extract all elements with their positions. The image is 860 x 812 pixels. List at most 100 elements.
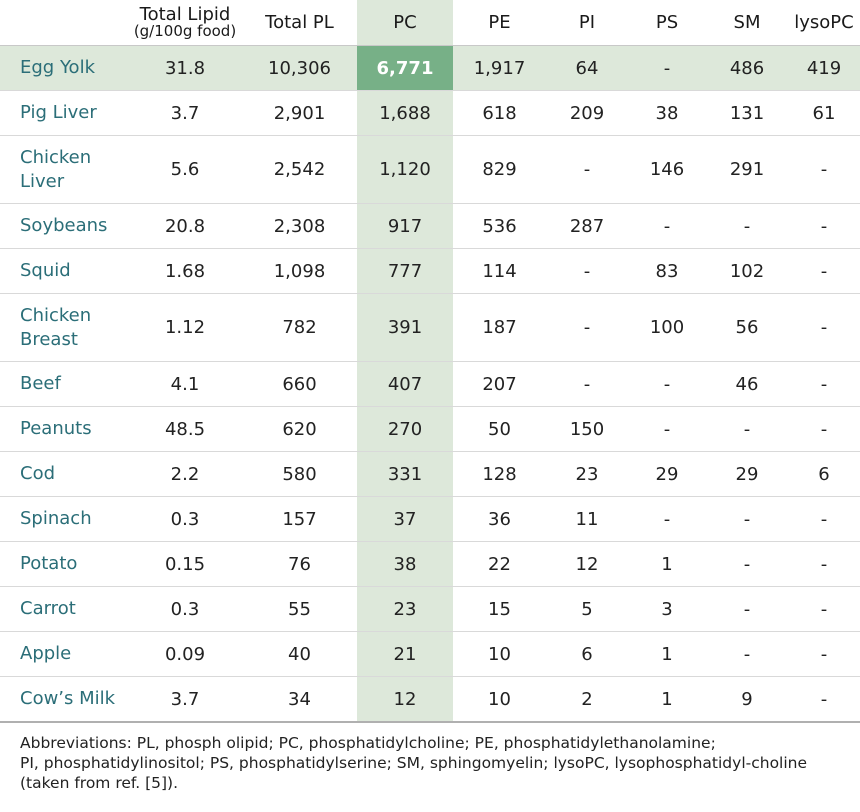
cell-total-lipid: 2.2 <box>128 451 242 497</box>
cell-pe: 829 <box>453 135 546 204</box>
table-row: Beef 4.1 660 407 207 - - 46 - <box>0 361 860 407</box>
food-name: Cod <box>0 451 128 497</box>
cell-total-lipid: 3.7 <box>128 90 242 136</box>
cell-ps: - <box>628 361 706 407</box>
cell-pc: 12 <box>357 676 453 723</box>
cell-total-pl: 1,098 <box>242 248 357 294</box>
cell-sm: 102 <box>706 248 788 294</box>
cell-sm: - <box>706 586 788 632</box>
cell-pe: 207 <box>453 361 546 407</box>
cell-pc: 38 <box>357 541 453 587</box>
food-name: Chicken Liver <box>0 135 128 204</box>
cell-pe: 114 <box>453 248 546 294</box>
cell-ps: 1 <box>628 541 706 587</box>
cell-pe: 36 <box>453 496 546 542</box>
cell-sm: - <box>706 541 788 587</box>
table-row: Chicken Breast 1.12 782 391 187 - 100 56… <box>0 293 860 362</box>
cell-ps: 83 <box>628 248 706 294</box>
cell-pe: 128 <box>453 451 546 497</box>
food-name: Beef <box>0 361 128 407</box>
cell-pe: 22 <box>453 541 546 587</box>
food-name: Pig Liver <box>0 90 128 136</box>
table-row: Peanuts 48.5 620 270 50 150 - - - <box>0 406 860 452</box>
food-name: Cow’s Milk <box>0 676 128 723</box>
food-name: Chicken Breast <box>0 293 128 362</box>
table-row: Squid 1.68 1,098 777 114 - 83 102 - <box>0 248 860 294</box>
cell-lysopc: - <box>788 676 860 723</box>
food-name: Apple <box>0 631 128 677</box>
cell-pi: 2 <box>546 676 628 723</box>
cell-lysopc: - <box>788 541 860 587</box>
cell-pi: - <box>546 293 628 362</box>
cell-pi: 287 <box>546 203 628 249</box>
cell-pc: 407 <box>357 361 453 407</box>
table-row: Soybeans 20.8 2,308 917 536 287 - - - <box>0 203 860 249</box>
cell-ps: 38 <box>628 90 706 136</box>
cell-total-lipid: 0.15 <box>128 541 242 587</box>
cell-sm: 56 <box>706 293 788 362</box>
cell-total-lipid: 48.5 <box>128 406 242 452</box>
cell-ps: 3 <box>628 586 706 632</box>
cell-total-pl: 2,901 <box>242 90 357 136</box>
cell-total-lipid: 0.09 <box>128 631 242 677</box>
food-name: Soybeans <box>0 203 128 249</box>
cell-pc: 6,771 <box>357 45 453 91</box>
cell-total-lipid: 3.7 <box>128 676 242 723</box>
cell-sm: - <box>706 406 788 452</box>
footnote-line2: PI, phosphatidylinositol; PS, phosphatid… <box>20 754 808 772</box>
cell-sm: 291 <box>706 135 788 204</box>
cell-lysopc: - <box>788 406 860 452</box>
food-name-line1: Chicken <box>20 304 92 326</box>
food-name: Spinach <box>0 496 128 542</box>
food-name: Egg Yolk <box>0 45 128 91</box>
cell-pi: - <box>546 135 628 204</box>
cell-total-pl: 157 <box>242 496 357 542</box>
cell-pc: 21 <box>357 631 453 677</box>
cell-total-lipid: 4.1 <box>128 361 242 407</box>
header-total-lipid-unit: (g/100g food) <box>133 21 237 40</box>
cell-lysopc: - <box>788 586 860 632</box>
food-name: Peanuts <box>0 406 128 452</box>
footnote-line3: (taken from ref. [5]). <box>20 774 179 792</box>
cell-lysopc: 61 <box>788 90 860 136</box>
cell-ps: 146 <box>628 135 706 204</box>
cell-pc: 777 <box>357 248 453 294</box>
table-row: Cod 2.2 580 331 128 23 29 29 6 <box>0 451 860 497</box>
phospholipid-table: Total Lipid (g/100g food) Total PL PC PE… <box>0 0 860 723</box>
header-ps: PS <box>628 0 706 46</box>
cell-pi: 12 <box>546 541 628 587</box>
header-total-lipid-title: Total Lipid <box>139 3 231 25</box>
cell-lysopc: - <box>788 496 860 542</box>
cell-sm: 486 <box>706 45 788 91</box>
table-row: Spinach 0.3 157 37 36 11 - - - <box>0 496 860 542</box>
cell-pc: 331 <box>357 451 453 497</box>
cell-ps: - <box>628 45 706 91</box>
cell-total-lipid: 20.8 <box>128 203 242 249</box>
cell-pi: 150 <box>546 406 628 452</box>
cell-pi: - <box>546 361 628 407</box>
cell-lysopc: - <box>788 203 860 249</box>
cell-pe: 50 <box>453 406 546 452</box>
cell-pc: 270 <box>357 406 453 452</box>
cell-total-pl: 580 <box>242 451 357 497</box>
cell-total-pl: 76 <box>242 541 357 587</box>
cell-ps: 1 <box>628 676 706 723</box>
cell-total-pl: 782 <box>242 293 357 362</box>
header-food <box>0 0 128 46</box>
header-total-pl: Total PL <box>242 0 357 46</box>
cell-pi: - <box>546 248 628 294</box>
cell-pi: 64 <box>546 45 628 91</box>
cell-total-lipid: 0.3 <box>128 496 242 542</box>
cell-total-lipid: 1.12 <box>128 293 242 362</box>
cell-pe: 10 <box>453 631 546 677</box>
cell-ps: 100 <box>628 293 706 362</box>
cell-pc: 37 <box>357 496 453 542</box>
cell-lysopc: - <box>788 135 860 204</box>
food-name-line2: Breast <box>20 328 78 350</box>
cell-pi: 209 <box>546 90 628 136</box>
food-name: Potato <box>0 541 128 587</box>
cell-total-lipid: 5.6 <box>128 135 242 204</box>
cell-total-pl: 34 <box>242 676 357 723</box>
cell-pi: 6 <box>546 631 628 677</box>
cell-lysopc: - <box>788 293 860 362</box>
